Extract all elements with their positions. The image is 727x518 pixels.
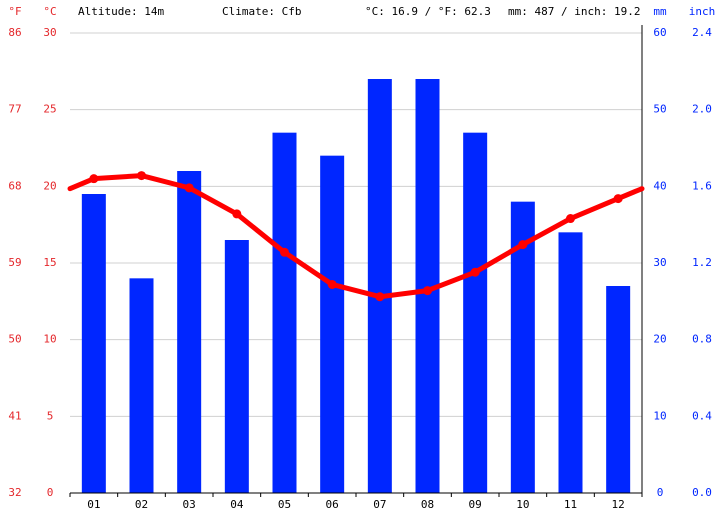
y-tick-label: 30 xyxy=(43,26,56,39)
temperature-point xyxy=(375,292,385,302)
x-tick-label: 06 xyxy=(326,498,339,511)
temperature-line xyxy=(91,173,621,300)
bar xyxy=(367,79,392,493)
temperature-point xyxy=(423,286,432,296)
inch-tick-label: 0.0 xyxy=(692,486,712,499)
x-tick-label: 08 xyxy=(421,498,434,511)
temperature-point xyxy=(184,183,194,193)
climate: Climate: Cfb xyxy=(222,5,301,18)
x-tick-label: 03 xyxy=(183,498,196,511)
altitude: Altitude: 14m xyxy=(78,5,164,18)
f-unit: °F xyxy=(8,5,21,18)
temperature-point xyxy=(232,209,242,219)
x-tick-label: 12 xyxy=(612,498,625,511)
bar xyxy=(224,240,249,493)
x-tick-label: 10 xyxy=(516,498,529,511)
f-tick-label: 68 xyxy=(8,179,21,192)
y2-tick-label: 20 xyxy=(653,333,666,346)
temperature-point xyxy=(327,279,337,289)
temperature-point xyxy=(566,214,575,224)
bar xyxy=(463,132,488,493)
temperature-point xyxy=(280,247,289,257)
inch-tick-label: 0.8 xyxy=(692,333,712,346)
bar xyxy=(320,155,345,493)
f-tick-label: 32 xyxy=(8,486,21,499)
c-unit: °C xyxy=(43,5,56,18)
inch-tick-label: 0.4 xyxy=(692,409,712,422)
f-tick-label: 86 xyxy=(8,26,21,39)
y-tick-label: 15 xyxy=(43,256,56,269)
bar xyxy=(177,171,202,493)
f-tick-label: 77 xyxy=(8,103,21,116)
inch-tick-label: 2.4 xyxy=(692,26,712,39)
temp-summary: °C: 16.9 / °F: 62.3 xyxy=(365,5,491,18)
bar xyxy=(129,278,154,493)
x-tick-label: 07 xyxy=(373,498,386,511)
inch-tick-label: 1.2 xyxy=(692,256,712,269)
temperature-point xyxy=(89,174,99,184)
mm-unit: mm xyxy=(653,5,667,18)
y-tick-label: 10 xyxy=(43,333,56,346)
y-tick-label: 0 xyxy=(47,486,54,499)
inch-unit: inch xyxy=(689,5,716,18)
y2-tick-label: 60 xyxy=(653,26,666,39)
y2-tick-label: 50 xyxy=(653,103,666,116)
bar xyxy=(558,232,583,494)
inch-tick-label: 2.0 xyxy=(692,103,712,116)
f-tick-label: 50 xyxy=(8,333,21,346)
x-tick-label: 01 xyxy=(87,498,100,511)
f-tick-label: 41 xyxy=(8,409,21,422)
y2-tick-label: 40 xyxy=(653,179,666,192)
y2-tick-label: 10 xyxy=(653,409,666,422)
bar xyxy=(81,194,106,493)
x-tick-label: 05 xyxy=(278,498,291,511)
precip-summary: mm: 487 / inch: 19.2 xyxy=(508,5,640,18)
f-tick-label: 59 xyxy=(8,256,21,269)
y-tick-label: 20 xyxy=(43,179,56,192)
y-tick-label: 5 xyxy=(47,409,54,422)
inch-tick-label: 1.6 xyxy=(692,179,712,192)
temperature-point xyxy=(518,240,528,250)
temperature-point xyxy=(470,267,480,277)
y-tick-label: 25 xyxy=(43,103,56,116)
x-tick-label: 11 xyxy=(564,498,577,511)
temperature-point xyxy=(137,171,146,181)
bar xyxy=(606,286,631,493)
y2-tick-label: 30 xyxy=(653,256,666,269)
x-tick-label: 09 xyxy=(469,498,482,511)
x-tick-label: 04 xyxy=(230,498,244,511)
temperature-point xyxy=(613,194,623,204)
x-tick-label: 02 xyxy=(135,498,148,511)
y2-tick-label: 0 xyxy=(657,486,664,499)
bar xyxy=(272,132,297,493)
